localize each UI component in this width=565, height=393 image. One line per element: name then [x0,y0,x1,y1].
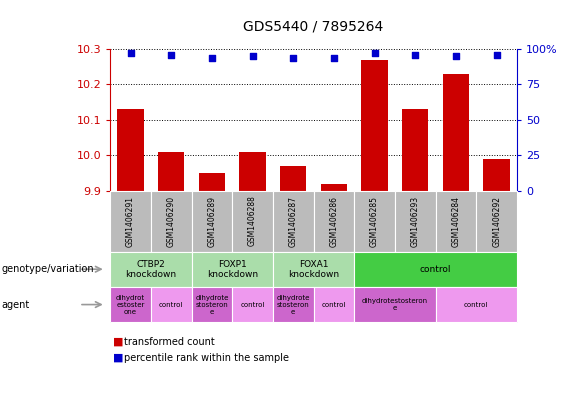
Text: CTBP2
knockdown: CTBP2 knockdown [125,259,176,279]
Text: GSM1406293: GSM1406293 [411,195,420,247]
Text: transformed count: transformed count [124,337,215,347]
Text: GSM1406289: GSM1406289 [207,196,216,246]
Bar [199,173,225,191]
Text: GSM1406284: GSM1406284 [451,196,460,246]
Text: dihydrote
stosteron
e: dihydrote stosteron e [276,295,310,314]
Point [370,50,379,57]
Bar [280,166,306,191]
Text: ■: ■ [113,353,124,363]
Text: FOXP1
knockdown: FOXP1 knockdown [207,259,258,279]
Point [207,55,216,61]
Text: GSM1406291: GSM1406291 [126,196,135,246]
Bar [240,152,266,191]
Text: ■: ■ [113,337,124,347]
Text: control: control [240,301,265,308]
Point [289,55,298,61]
Point [451,53,460,59]
Text: GSM1406287: GSM1406287 [289,196,298,246]
Bar [484,159,510,191]
Text: GDS5440 / 7895264: GDS5440 / 7895264 [244,19,384,33]
Text: GSM1406288: GSM1406288 [248,196,257,246]
Text: genotype/variation: genotype/variation [2,264,94,274]
Bar [321,184,347,191]
Text: FOXA1
knockdown: FOXA1 knockdown [288,259,339,279]
Point [492,51,501,58]
Text: agent: agent [2,299,30,310]
Point [411,51,420,58]
Bar [402,109,428,191]
Point [126,50,135,57]
Point [329,55,338,61]
Text: control: control [159,301,184,308]
Bar [443,74,469,191]
Bar [118,109,144,191]
Text: GSM1406292: GSM1406292 [492,196,501,246]
Text: control: control [464,301,489,308]
Text: GSM1406285: GSM1406285 [370,196,379,246]
Text: dihydrot
estoster
one: dihydrot estoster one [116,295,145,314]
Text: GSM1406290: GSM1406290 [167,195,176,247]
Text: control: control [321,301,346,308]
Text: GSM1406286: GSM1406286 [329,196,338,246]
Text: percentile rank within the sample: percentile rank within the sample [124,353,289,363]
Text: dihydrotestosteron
e: dihydrotestosteron e [362,298,428,311]
Bar [158,152,184,191]
Text: dihydrote
stosteron
e: dihydrote stosteron e [195,295,229,314]
Text: control: control [420,265,451,274]
Bar [362,60,388,191]
Point [167,51,176,58]
Point [248,53,257,59]
